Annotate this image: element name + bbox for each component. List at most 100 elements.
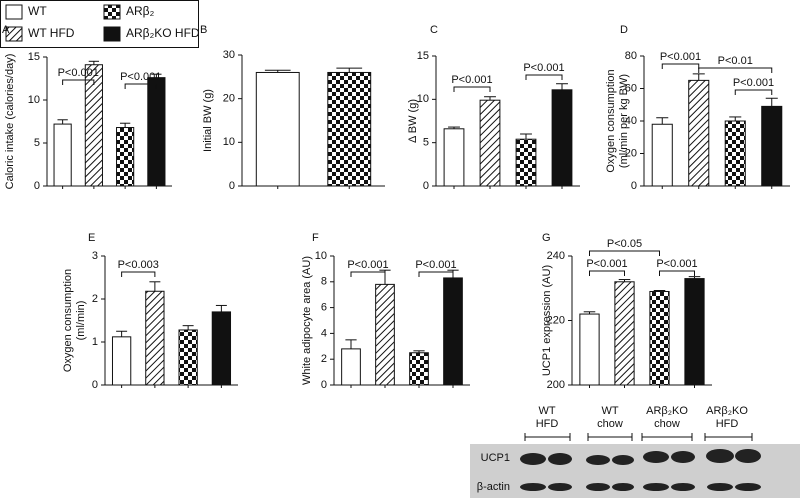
significance-bracket	[589, 270, 625, 276]
significance-label: P<0.001	[451, 74, 492, 86]
y-tick-label: 0	[321, 379, 327, 391]
lane-bracket	[524, 433, 571, 441]
y-tick-label: 2	[321, 353, 327, 365]
panel-letter: A	[2, 24, 10, 36]
y-axis-label: Initial BW (g)	[202, 89, 214, 152]
significance-bracket	[659, 270, 695, 276]
significance-bracket	[121, 271, 156, 277]
y-tick-label: 20	[625, 147, 637, 159]
panel-letter: E	[88, 232, 95, 244]
blot	[470, 444, 800, 498]
y-axis-label: Δ BW (g)	[407, 99, 419, 143]
bar	[551, 89, 573, 187]
bar	[147, 77, 166, 187]
bar	[614, 281, 635, 386]
bar	[211, 311, 232, 386]
y-axis-label: UCP1 expression (AU)	[541, 265, 553, 376]
y-axis-label: White adipocyte area (AU)	[301, 256, 313, 385]
significance-bracket	[698, 67, 773, 73]
y-tick-label: 40	[625, 115, 637, 127]
y-tick-label: 0	[631, 180, 637, 192]
significance-bracket	[124, 83, 157, 89]
significance-bracket	[418, 271, 454, 277]
y-tick-label: 5	[34, 137, 40, 149]
y-tick-label: 20	[223, 93, 235, 105]
y-tick-label: 4	[321, 327, 327, 339]
y-tick-label: 10	[28, 94, 40, 106]
legend-swatch	[103, 26, 121, 42]
y-tick-label: 60	[625, 82, 637, 94]
y-tick-label: 220	[547, 314, 565, 326]
legend-label: WT	[28, 4, 47, 18]
bar	[479, 99, 501, 187]
legend-label: ARβ₂	[126, 4, 155, 18]
y-tick-label: 15	[28, 51, 40, 63]
bar	[255, 71, 300, 187]
y-tick-label: 0	[34, 180, 40, 192]
bar	[375, 283, 395, 386]
bar	[579, 313, 600, 386]
significance-bracket	[350, 271, 386, 277]
significance-label: P<0.01	[718, 55, 753, 67]
lane-label: ARβ₂KO	[706, 405, 748, 417]
panel: G UCP1 expression (AU) 200 220 240 P<0.05 P<0.…	[541, 232, 712, 391]
bar	[409, 352, 429, 386]
significance-bracket	[453, 86, 491, 92]
bar	[178, 329, 198, 386]
bar	[116, 127, 135, 187]
legend-swatch	[5, 26, 23, 42]
lane-bracket	[587, 433, 633, 441]
y-tick-label: 5	[423, 137, 429, 149]
bar	[684, 278, 705, 386]
bar	[761, 105, 783, 187]
significance-label: P<0.001	[58, 67, 99, 79]
lane-label: HFD	[716, 418, 739, 430]
significance-bracket	[525, 74, 563, 80]
lane-bracket	[704, 433, 753, 441]
y-tick-label: 10	[315, 250, 327, 262]
bar	[341, 348, 361, 386]
significance-bracket	[734, 89, 773, 95]
y-axis-label: (ml/min)	[75, 301, 87, 341]
significance-label: P<0.001	[120, 71, 161, 83]
bar	[443, 128, 465, 187]
panel: C Δ BW (g) 0 5 10 15 P<0.001 P<0.001	[407, 24, 580, 192]
legend-swatch	[103, 4, 121, 20]
legend-label: ARβ₂KO HFD	[126, 26, 200, 40]
lane-label: WT	[538, 405, 555, 417]
y-axis-label: Oxygen consumption	[62, 269, 74, 372]
significance-label: P<0.001	[347, 259, 388, 271]
significance-label: P<0.001	[660, 51, 701, 63]
bar	[111, 336, 132, 386]
y-tick-label: 3	[92, 250, 98, 262]
legend-box	[0, 0, 199, 48]
y-tick-label: 15	[417, 50, 429, 62]
bar	[515, 138, 537, 187]
lane-bracket	[641, 433, 693, 441]
lane-label: chow	[597, 418, 623, 430]
y-tick-label: 6	[321, 302, 327, 314]
panel-letter: D	[620, 24, 628, 36]
y-tick-label: 0	[92, 379, 98, 391]
significance-label: P<0.001	[523, 62, 564, 74]
bar	[724, 120, 746, 187]
bar	[651, 123, 673, 187]
y-tick-label: 1	[92, 336, 98, 348]
bar	[84, 64, 103, 187]
y-tick-label: 2	[92, 293, 98, 305]
row-label: UCP1	[481, 452, 510, 464]
panel: F White adipocyte area (AU) 0 2 4 6 8 10 P<0.001…	[301, 232, 470, 391]
panel: E Oxygen consumption (ml/min) 0 1 2 3 P<0.003	[62, 232, 238, 391]
lane-label: HFD	[536, 418, 559, 430]
panel: B Initial BW (g) 0 10 20 30	[200, 24, 385, 192]
y-tick-label: 8	[321, 276, 327, 288]
bar	[327, 71, 372, 187]
bands	[520, 449, 761, 491]
panel-letter: B	[200, 24, 207, 36]
panel: A Caloric intake (calories/day) 0 5 10 15 P<0.…	[2, 24, 172, 192]
y-tick-label: 10	[223, 136, 235, 148]
y-axis-label: Caloric intake (calories/day)	[4, 54, 16, 190]
y-tick-label: 240	[547, 250, 565, 262]
y-tick-label: 0	[423, 180, 429, 192]
bar	[145, 290, 165, 386]
